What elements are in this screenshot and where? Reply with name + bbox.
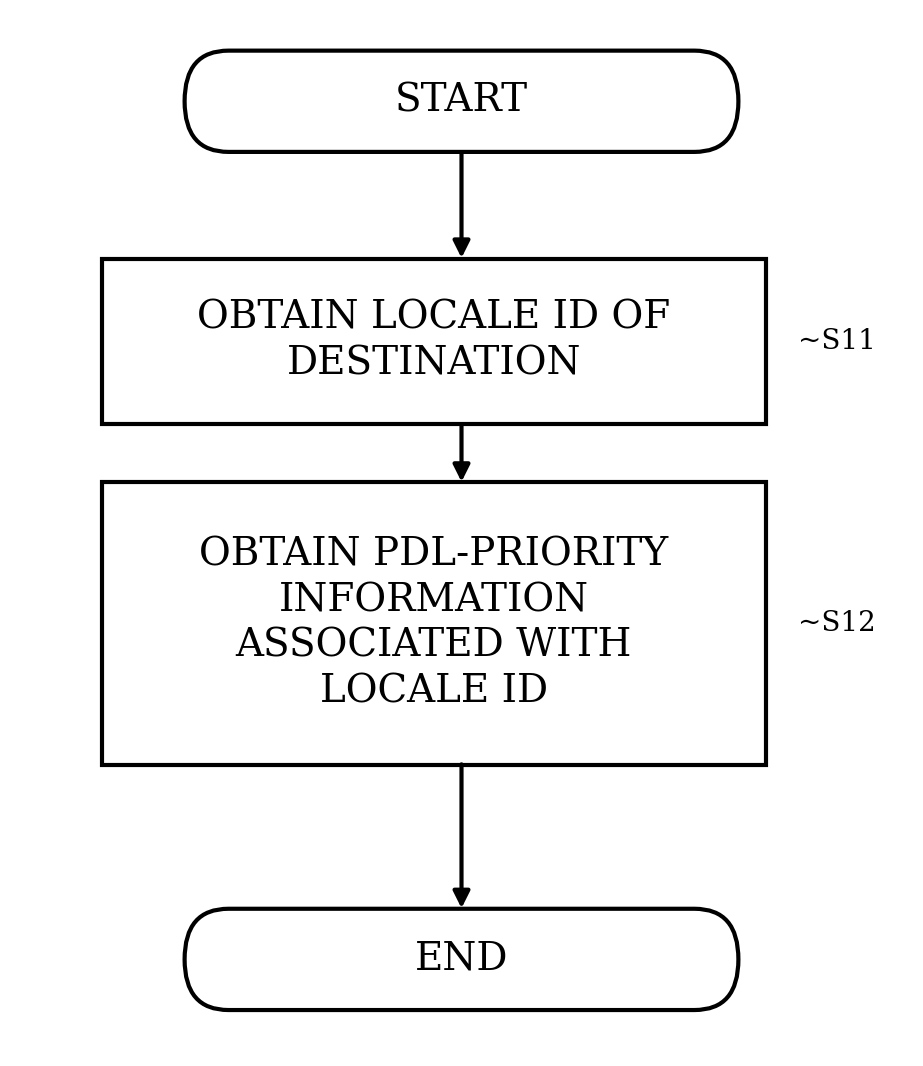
Text: ~S12: ~S12 [798, 610, 876, 637]
FancyBboxPatch shape [185, 50, 738, 151]
Bar [102, 259, 766, 423]
Bar [102, 482, 766, 765]
Text: ~S11: ~S11 [798, 327, 876, 355]
Text: OBTAIN PDL-PRIORITY
INFORMATION
ASSOCIATED WITH
LOCALE ID: OBTAIN PDL-PRIORITY INFORMATION ASSOCIAT… [199, 536, 668, 711]
Text: START: START [395, 83, 528, 119]
Text: OBTAIN LOCALE ID OF
DESTINATION: OBTAIN LOCALE ID OF DESTINATION [198, 300, 670, 383]
Text: END: END [414, 941, 509, 978]
FancyBboxPatch shape [185, 908, 738, 1011]
